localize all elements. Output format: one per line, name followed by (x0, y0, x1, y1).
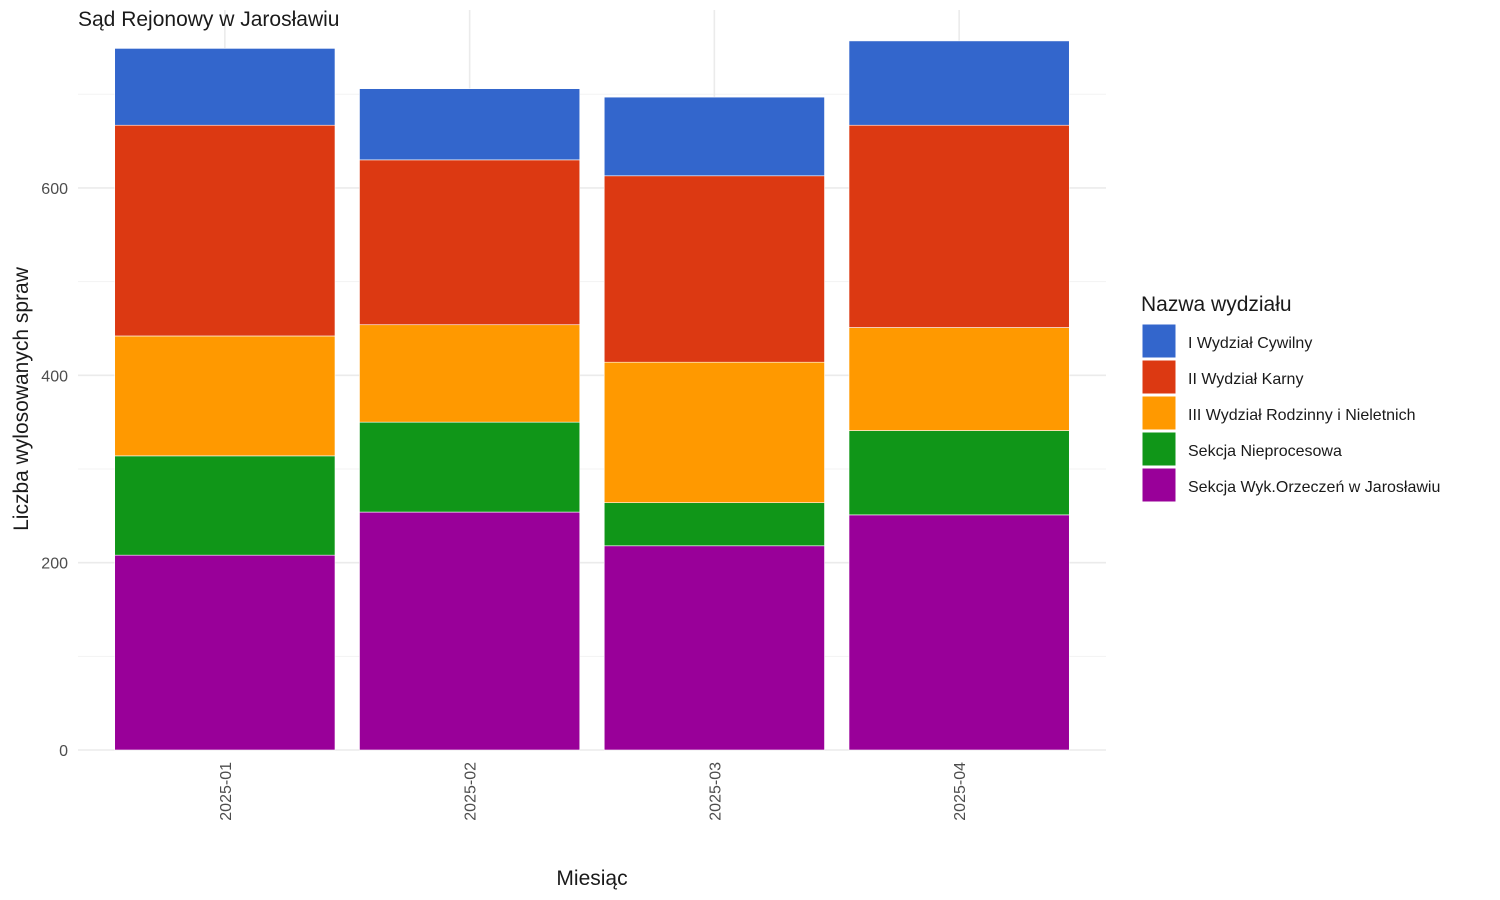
bar-segment (848, 514, 1070, 751)
legend-swatch (1141, 395, 1177, 431)
bar-segment (114, 335, 336, 457)
bar-segment (359, 88, 581, 161)
legend: Nazwa wydziału I Wydział Cywilny II Wydzi… (1141, 293, 1440, 503)
x-tick-label: 2025-03 (707, 762, 724, 821)
legend-label: I Wydział Cywilny (1188, 335, 1312, 352)
legend-swatch (1141, 431, 1177, 467)
bars (114, 40, 1070, 751)
y-tick-label: 200 (41, 556, 68, 573)
axes: 0 200 400 600 2025-01 2025-02 2025-03 2025-04 (41, 181, 969, 821)
bar-segment (359, 324, 581, 423)
bar-segment (603, 175, 825, 363)
x-tick-label: 2025-01 (218, 762, 235, 821)
x-tick-label: 2025-04 (952, 762, 969, 821)
chart-title: Sąd Rejonowy w Jarosławiu (78, 8, 339, 31)
bar-segment (848, 124, 1070, 328)
legend-label: II Wydział Karny (1188, 371, 1303, 388)
y-tick-label: 400 (41, 368, 68, 385)
bar-segment (603, 96, 825, 177)
bar-segment (603, 545, 825, 751)
bar-segment (359, 421, 581, 513)
legend-label: Sekcja Wyk.Orzeczeń w Jarosławiu (1188, 479, 1440, 496)
legend-swatch (1141, 323, 1177, 359)
bar-segment (603, 502, 825, 547)
bar-segment (114, 124, 336, 337)
x-axis-title: Miesiąc (556, 867, 627, 890)
bar-segment (359, 159, 581, 326)
bar-segment (114, 455, 336, 556)
y-axis-title: Liczba wylosowanych spraw (10, 266, 33, 531)
bar-segment (359, 511, 581, 751)
legend-items: I Wydział Cywilny II Wydział Karny III Wyd… (1141, 323, 1440, 503)
y-tick-label: 0 (59, 743, 68, 760)
legend-swatch (1141, 359, 1177, 395)
y-tick-label: 600 (41, 181, 68, 198)
legend-swatch (1141, 467, 1177, 503)
legend-label: III Wydział Rodzinny i Nieletnich (1188, 407, 1416, 424)
bar-segment (848, 40, 1070, 126)
x-tick-label: 2025-02 (463, 762, 480, 821)
bar-segment (848, 327, 1070, 431)
bar-segment (603, 361, 825, 504)
bar-segment (114, 554, 336, 751)
bar-segment (848, 430, 1070, 516)
legend-title: Nazwa wydziału (1141, 293, 1292, 316)
bar-segment (114, 48, 336, 126)
legend-label: Sekcja Nieprocesowa (1188, 443, 1342, 460)
